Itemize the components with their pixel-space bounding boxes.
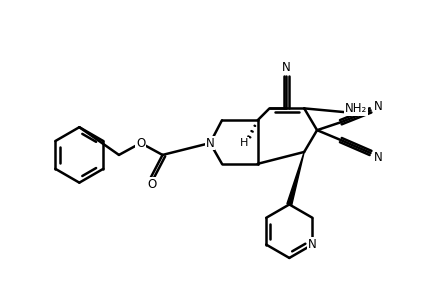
Text: O: O — [147, 178, 156, 191]
Text: N: N — [282, 61, 291, 74]
Text: N: N — [206, 136, 215, 150]
Text: N: N — [374, 100, 383, 113]
Text: N: N — [308, 238, 317, 251]
Text: H: H — [240, 138, 248, 148]
Polygon shape — [287, 152, 304, 205]
Text: O: O — [136, 136, 145, 150]
Text: N: N — [374, 151, 383, 164]
Text: NH₂: NH₂ — [345, 102, 367, 115]
